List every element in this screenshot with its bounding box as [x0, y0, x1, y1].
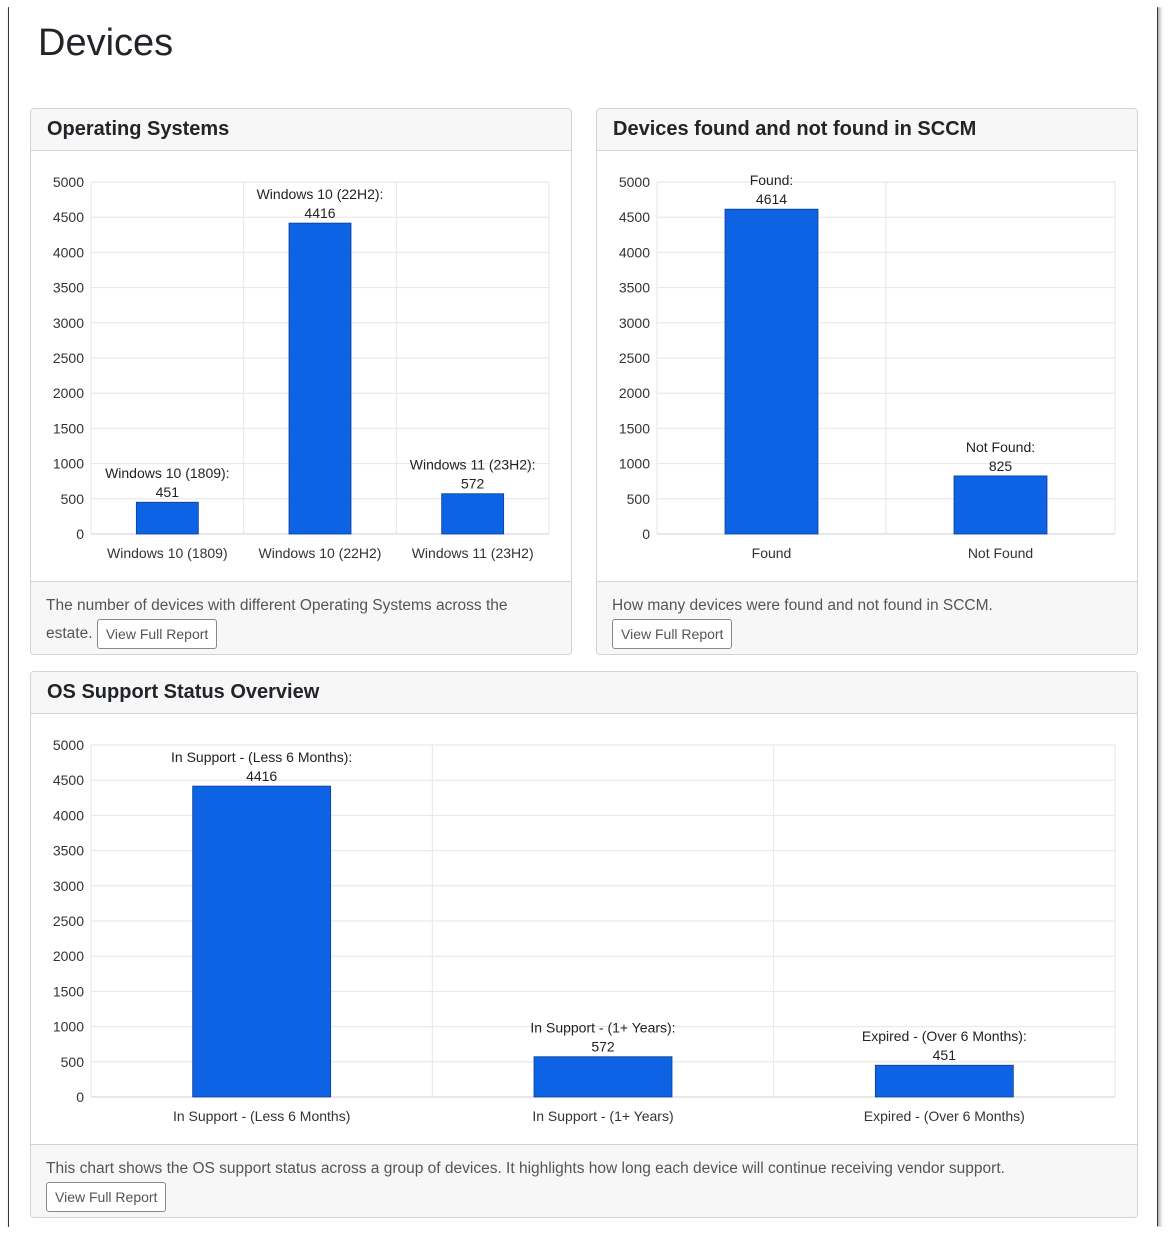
y-tick-label: 4000: [53, 807, 84, 823]
y-tick-label: 4500: [53, 772, 84, 788]
data-label-name: Windows 10 (1809):: [105, 465, 230, 481]
torn-edge-top: [0, 0, 1169, 11]
y-tick-label: 5000: [53, 174, 84, 190]
y-tick-label: 4500: [53, 209, 84, 225]
y-tick-label: 4000: [53, 244, 84, 260]
data-label-value: 4416: [246, 768, 277, 784]
os-view-full-report-button[interactable]: View Full Report: [96, 619, 218, 649]
bar[interactable]: [533, 1056, 673, 1098]
data-label-value: 4614: [756, 191, 787, 207]
torn-edge-bottom: [0, 1224, 1169, 1245]
os-card-header: Operating Systems: [31, 109, 571, 151]
data-label-name: Windows 11 (23H2):: [410, 457, 536, 473]
bar[interactable]: [953, 475, 1048, 535]
y-tick-label: 4500: [619, 209, 650, 225]
data-label-name: Expired - (Over 6 Months):: [862, 1028, 1027, 1044]
sccm-card-header: Devices found and not found in SCCM: [597, 109, 1137, 151]
y-tick-label: 3000: [619, 315, 650, 331]
bar[interactable]: [724, 208, 819, 535]
data-label-value: 451: [933, 1047, 957, 1063]
y-tick-label: 2000: [619, 385, 650, 401]
y-tick-label: 0: [76, 1089, 84, 1105]
y-tick-label: 3000: [53, 315, 84, 331]
support-card-footer: This chart shows the OS support status a…: [31, 1144, 1137, 1217]
data-label-name: Not Found:: [966, 439, 1035, 455]
data-label-value: 572: [591, 1039, 615, 1055]
y-tick-label: 1500: [53, 983, 84, 999]
os-footer-text: The number of devices with different Ope…: [46, 597, 508, 643]
os-chart: 0 500 1000 1500 2000 2500 3000 3500 4000 4500 5000…: [53, 174, 550, 561]
y-tick-label: 0: [76, 526, 84, 542]
y-tick-label: 2500: [53, 913, 84, 929]
sccm-view-full-report-button[interactable]: View Full Report: [612, 619, 733, 649]
support-card-header: OS Support Status Overview: [31, 672, 1137, 714]
support-card-title: OS Support Status Overview: [47, 681, 320, 703]
y-tick-label: 1000: [53, 456, 84, 472]
bar[interactable]: [441, 493, 505, 535]
x-tick-label: Windows 10 (1809): [107, 545, 228, 561]
sccm-card: Devices found and not found in SCCM 0 500…: [596, 108, 1138, 655]
os-card-body: 0 500 1000 1500 2000 2500 3000 3500 4000 4500 5000…: [31, 151, 571, 583]
support-chart: 0 500 1000 1500 2000 2500 3000 3500 4000 4500 5000…: [53, 737, 1116, 1124]
bar[interactable]: [288, 222, 352, 535]
x-tick-label: Expired - (Over 6 Months): [864, 1108, 1025, 1124]
sccm-card-title: Devices found and not found in SCCM: [613, 118, 977, 140]
y-tick-label: 500: [627, 491, 651, 507]
support-card: OS Support Status Overview 0 500 1000 1500 2…: [30, 671, 1138, 1218]
y-tick-label: 2500: [53, 350, 84, 366]
y-tick-label: 2000: [53, 385, 84, 401]
y-tick-label: 1000: [619, 456, 650, 472]
y-tick-label: 3000: [53, 878, 84, 894]
bar[interactable]: [874, 1064, 1014, 1098]
y-tick-label: 1500: [619, 420, 650, 436]
support-view-full-report-button[interactable]: View Full Report: [46, 1182, 167, 1212]
x-tick-label: In Support - (Less 6 Months): [173, 1108, 350, 1124]
page-title: Devices: [38, 22, 174, 64]
bar[interactable]: [135, 501, 199, 535]
y-tick-label: 3500: [53, 843, 84, 859]
y-tick-label: 0: [642, 526, 650, 542]
y-tick-label: 2500: [619, 350, 650, 366]
data-label-name: Found:: [750, 172, 794, 188]
x-tick-label: Windows 10 (22H2): [259, 545, 382, 561]
y-tick-label: 2000: [53, 948, 84, 964]
x-tick-label: In Support - (1+ Years): [532, 1108, 673, 1124]
y-tick-label: 4000: [619, 244, 650, 260]
sccm-card-footer: How many devices were found and not foun…: [597, 581, 1137, 654]
data-label-name: In Support - (Less 6 Months):: [171, 749, 352, 765]
y-tick-label: 5000: [53, 737, 84, 753]
x-tick-label: Windows 11 (23H2): [412, 545, 534, 561]
support-footer-text: This chart shows the OS support status a…: [46, 1160, 1005, 1177]
x-tick-label: Not Found: [968, 545, 1033, 561]
y-tick-label: 500: [61, 1054, 85, 1070]
data-label-value: 451: [156, 484, 180, 500]
data-label-name: Windows 10 (22H2):: [257, 186, 384, 202]
sccm-card-body: 0 500 1000 1500 2000 2500 3000 3500 4000 4500 5000…: [597, 151, 1137, 583]
support-card-body: 0 500 1000 1500 2000 2500 3000 3500 4000 4500 5000…: [31, 714, 1137, 1146]
sccm-footer-text: How many devices were found and not foun…: [612, 597, 993, 614]
data-label-value: 825: [989, 458, 1013, 474]
y-tick-label: 1000: [53, 1019, 84, 1035]
bar[interactable]: [192, 785, 332, 1098]
y-tick-label: 500: [61, 491, 85, 507]
os-card: Operating Systems 0 500 1000 1500 2000 2500 30…: [30, 108, 572, 655]
x-tick-label: Found: [752, 545, 792, 561]
y-tick-label: 5000: [619, 174, 650, 190]
os-card-title: Operating Systems: [47, 118, 230, 140]
data-label-name: In Support - (1+ Years):: [530, 1020, 675, 1036]
data-label-value: 4416: [304, 205, 335, 221]
sccm-chart: 0 500 1000 1500 2000 2500 3000 3500 4000 4500 5000…: [619, 172, 1116, 561]
y-tick-label: 3500: [619, 280, 650, 296]
y-tick-label: 3500: [53, 280, 84, 296]
data-label-value: 572: [461, 476, 485, 492]
y-tick-label: 1500: [53, 420, 84, 436]
os-card-footer: The number of devices with different Ope…: [31, 581, 571, 654]
